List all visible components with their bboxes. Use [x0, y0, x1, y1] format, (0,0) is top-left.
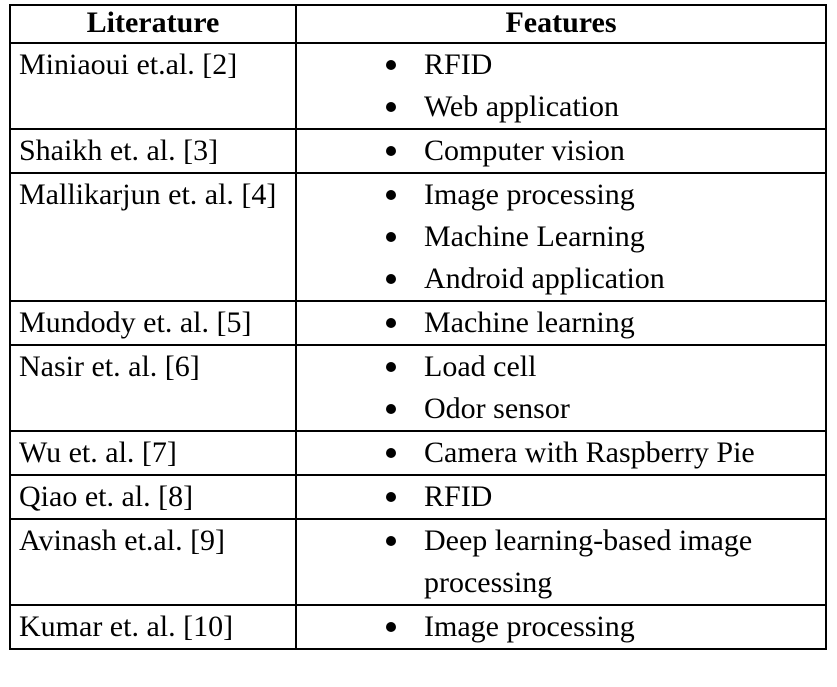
- table-row: Mundody et. al. [5] Machine learning: [9, 300, 827, 346]
- bullet-icon: [386, 362, 396, 372]
- table-row: Kumar et. al. [10] Image processing: [9, 604, 827, 650]
- literature-cell: Mallikarjun et. al. [4]: [9, 172, 297, 302]
- bullet-icon: [386, 146, 396, 156]
- table-row: Qiao et. al. [8] RFID: [9, 474, 827, 520]
- table-row: Miniaoui et.al. [2] RFID Web application: [9, 42, 827, 130]
- bullet-icon: [386, 622, 396, 632]
- literature-cell: Qiao et. al. [8]: [9, 474, 297, 520]
- feature-list: Image processing: [297, 606, 825, 648]
- literature-cell: Shaikh et. al. [3]: [9, 128, 297, 174]
- feature-text: Deep learning-based image processing: [424, 524, 753, 599]
- feature-item: Camera with Raspberry Pie: [297, 432, 825, 474]
- literature-cell: Avinash et.al. [9]: [9, 518, 297, 606]
- literature-citation: Avinash et.al. [9]: [19, 524, 226, 557]
- feature-item: Web application: [297, 86, 825, 128]
- literature-citation: Qiao et. al. [8]: [19, 480, 194, 513]
- feature-item: Computer vision: [297, 130, 825, 172]
- literature-cell: Miniaoui et.al. [2]: [9, 42, 297, 130]
- feature-text: Camera with Raspberry Pie: [424, 436, 755, 469]
- features-cell: Machine learning: [295, 300, 827, 346]
- literature-citation: Kumar et. al. [10]: [19, 610, 234, 643]
- feature-item: Machine learning: [297, 302, 825, 344]
- bullet-icon: [386, 492, 396, 502]
- literature-citation: Shaikh et. al. [3]: [19, 134, 219, 167]
- features-cell: RFID Web application: [295, 42, 827, 130]
- feature-list: Camera with Raspberry Pie: [297, 432, 825, 474]
- feature-item: Odor sensor: [297, 388, 825, 430]
- feature-text: Image processing: [424, 610, 635, 643]
- feature-text: Computer vision: [424, 134, 625, 167]
- feature-text: RFID: [424, 48, 493, 81]
- feature-text: Load cell: [424, 350, 537, 383]
- feature-item: Image processing: [297, 606, 825, 648]
- bullet-icon: [386, 404, 396, 414]
- literature-cell: Nasir et. al. [6]: [9, 344, 297, 432]
- features-cell: Computer vision: [295, 128, 827, 174]
- features-cell: Camera with Raspberry Pie: [295, 430, 827, 476]
- table-row: Mallikarjun et. al. [4] Image processing M…: [9, 172, 827, 302]
- feature-text: Web application: [424, 90, 620, 123]
- feature-text: Machine learning: [424, 306, 635, 339]
- table-row: Avinash et.al. [9] Deep learning-based im…: [9, 518, 827, 606]
- table-row: Wu et. al. [7] Camera with Raspberry Pie: [9, 430, 827, 476]
- feature-list: RFID Web application: [297, 44, 825, 128]
- feature-text: Android application: [424, 262, 665, 295]
- literature-cell: Kumar et. al. [10]: [9, 604, 297, 650]
- feature-item: Load cell: [297, 346, 825, 388]
- table-body: Miniaoui et.al. [2] RFID Web application Sh…: [9, 42, 827, 650]
- feature-item: RFID: [297, 476, 825, 518]
- features-cell: RFID: [295, 474, 827, 520]
- bullet-icon: [386, 318, 396, 328]
- feature-list: Image processing Machine Learning Android …: [297, 174, 825, 300]
- literature-cell: Mundody et. al. [5]: [9, 300, 297, 346]
- feature-list: Computer vision: [297, 130, 825, 172]
- feature-item: Image processing: [297, 174, 825, 216]
- feature-list: RFID: [297, 476, 825, 518]
- features-cell: Image processing Machine Learning Android …: [295, 172, 827, 302]
- bullet-icon: [386, 232, 396, 242]
- literature-citation: Mallikarjun et. al. [4]: [19, 178, 277, 211]
- bullet-icon: [386, 448, 396, 458]
- feature-text: Image processing: [424, 178, 635, 211]
- bullet-icon: [386, 60, 396, 70]
- table-row: Shaikh et. al. [3] Computer vision: [9, 128, 827, 174]
- bullet-icon: [386, 102, 396, 112]
- features-cell: Image processing: [295, 604, 827, 650]
- feature-text: Odor sensor: [424, 392, 570, 425]
- literature-citation: Nasir et. al. [6]: [19, 350, 200, 383]
- table-row: Nasir et. al. [6] Load cell Odor sensor: [9, 344, 827, 432]
- literature-citation: Miniaoui et.al. [2]: [19, 48, 238, 81]
- header-literature: Literature: [9, 4, 297, 44]
- literature-citation: Mundody et. al. [5]: [19, 306, 252, 339]
- literature-cell: Wu et. al. [7]: [9, 430, 297, 476]
- feature-text: Machine Learning: [424, 220, 645, 253]
- feature-list: Deep learning-based image processing: [297, 520, 825, 604]
- feature-item: Android application: [297, 258, 825, 300]
- feature-text: RFID: [424, 480, 493, 513]
- feature-item: RFID: [297, 44, 825, 86]
- feature-list: Machine learning: [297, 302, 825, 344]
- header-features: Features: [295, 4, 827, 44]
- header-row: Literature Features: [9, 4, 827, 44]
- bullet-icon: [386, 190, 396, 200]
- literature-citation: Wu et. al. [7]: [19, 436, 177, 469]
- bullet-icon: [386, 536, 396, 546]
- features-cell: Deep learning-based image processing: [295, 518, 827, 606]
- feature-item: Deep learning-based image processing: [297, 520, 825, 604]
- bullet-icon: [386, 274, 396, 284]
- features-cell: Load cell Odor sensor: [295, 344, 827, 432]
- feature-list: Load cell Odor sensor: [297, 346, 825, 430]
- feature-item: Machine Learning: [297, 216, 825, 258]
- literature-features-table: Literature Features Miniaoui et.al. [2] R…: [9, 4, 827, 650]
